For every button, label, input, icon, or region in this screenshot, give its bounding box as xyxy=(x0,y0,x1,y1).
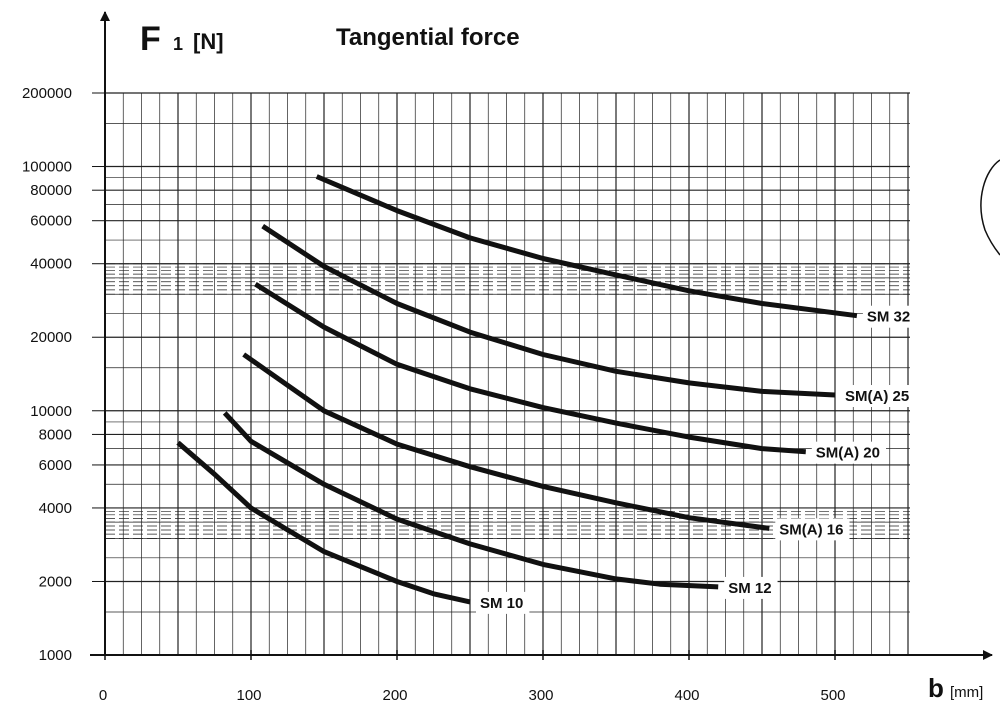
series-label-background xyxy=(476,591,530,614)
y-tick-label: 2000 xyxy=(39,573,72,590)
x-axis-label-unit: [mm] xyxy=(950,684,983,701)
y-tick-label: 8000 xyxy=(39,426,72,443)
series-label-background xyxy=(724,576,778,599)
series-label: SM 32 xyxy=(867,309,910,326)
y-tick-label: 10000 xyxy=(30,403,72,420)
series-label-background xyxy=(862,305,917,328)
x-tick-label: 200 xyxy=(382,687,407,704)
x-axis-label-main: b xyxy=(928,673,944,703)
series-label-background xyxy=(841,385,916,408)
series-curve-6 xyxy=(176,440,471,605)
x-tick-label: 400 xyxy=(674,687,699,704)
y-axis-label-subscript: 1 xyxy=(173,34,183,54)
y-tick-label: 60000 xyxy=(30,213,72,230)
x-tick-label: 0 xyxy=(99,687,107,704)
y-axis-label-main: F xyxy=(140,20,161,58)
series-label: SM(A) 16 xyxy=(779,521,843,538)
y-tick-label: 4000 xyxy=(39,500,72,517)
series-label: SM 10 xyxy=(480,595,523,612)
y-axis-label-unit: [N] xyxy=(193,29,224,54)
series-curve-5 xyxy=(222,411,719,590)
x-tick-label: 500 xyxy=(820,687,845,704)
curves xyxy=(176,174,858,605)
series-label-background xyxy=(811,441,886,464)
y-tick-labels: 200000 100000 80000 60000 40000 20000 10000 800… xyxy=(22,85,105,664)
series-label: SM(A) 25 xyxy=(845,388,909,405)
y-tick-label: 100000 xyxy=(22,159,72,176)
series-curve-2 xyxy=(261,224,836,398)
series-curve-1 xyxy=(315,174,858,319)
y-tick-label: 200000 xyxy=(22,85,72,102)
x-tick-label: 100 xyxy=(236,687,261,704)
series-curve-4 xyxy=(242,352,770,531)
y-tick-label: 80000 xyxy=(30,182,72,199)
x-tick-label: 300 xyxy=(528,687,553,704)
y-tick-label: 40000 xyxy=(30,256,72,273)
decorative-arc xyxy=(980,159,1000,256)
y-tick-label: 1000 xyxy=(39,647,72,664)
series-label: SM 12 xyxy=(728,580,771,597)
series-curve-3 xyxy=(254,281,806,455)
y-tick-label: 6000 xyxy=(39,457,72,474)
y-tick-label: 20000 xyxy=(30,329,72,346)
series-label-background xyxy=(775,518,850,541)
grid xyxy=(104,92,910,656)
x-tick-labels: 0 100 200 300 400 500 xyxy=(99,650,846,704)
chart-title: Tangential force xyxy=(336,24,520,51)
series-label: SM(A) 20 xyxy=(816,445,880,462)
series-labels: SM 32 SM(A) 25 SM(A) 20 SM(A) 16 SM 12 SM 10 xyxy=(476,305,917,614)
